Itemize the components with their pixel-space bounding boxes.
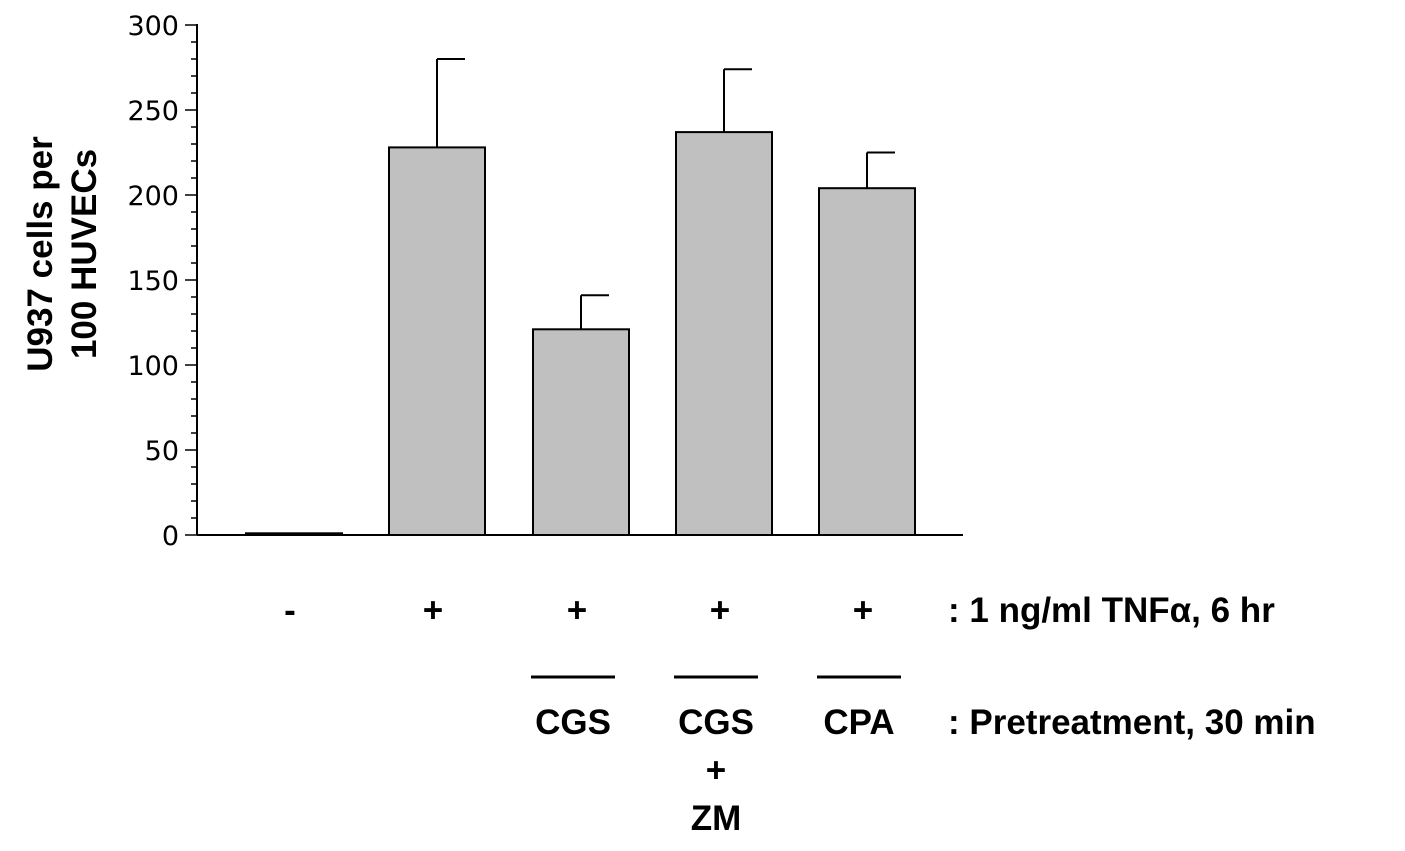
bar bbox=[532, 328, 630, 536]
y-tick-label: 150 bbox=[127, 266, 179, 297]
condition-table: - + + + + : 1 ng/ml TNFα, 6 hr CGS CGS + ZM CPA : P… bbox=[284, 591, 1315, 838]
pretreatment-agent: CPA bbox=[823, 703, 894, 742]
tnf-row-label: : 1 ng/ml TNFα, 6 hr bbox=[948, 591, 1275, 630]
tnf-mark: + bbox=[567, 591, 587, 630]
pretreatment-row-label: : Pretreatment, 30 min bbox=[948, 703, 1316, 742]
y-axis-title-line-1: U937 cells per bbox=[21, 136, 60, 372]
bar bbox=[245, 532, 343, 536]
y-axis-title: U937 cells per 100 HUVECs bbox=[21, 136, 104, 372]
y-tick-label: 0 bbox=[162, 521, 179, 552]
pretreatment-agent-extra: ZM bbox=[691, 799, 742, 838]
bar bbox=[675, 131, 773, 536]
pretreatment-agent: CGS bbox=[678, 703, 754, 742]
y-tick-label: 100 bbox=[127, 351, 179, 382]
y-axis-title-line-2: 100 HUVECs bbox=[65, 149, 104, 359]
y-ticks: 0 50 100 150 200 250 300 bbox=[127, 11, 197, 552]
pretreatment-agent-extra: + bbox=[706, 751, 726, 790]
y-tick-label: 250 bbox=[127, 96, 179, 127]
pretreatment-agent: CGS bbox=[535, 703, 611, 742]
tnf-mark: - bbox=[284, 591, 296, 630]
tnf-mark: + bbox=[423, 591, 443, 630]
bar bbox=[388, 146, 486, 536]
bar bbox=[818, 187, 916, 536]
y-tick-label: 50 bbox=[145, 436, 179, 467]
bars bbox=[245, 131, 916, 536]
y-tick-label: 200 bbox=[127, 181, 179, 212]
error-bars bbox=[436, 58, 895, 330]
tnf-mark: + bbox=[710, 591, 730, 630]
tnf-mark: + bbox=[853, 591, 873, 630]
y-tick-label: 300 bbox=[127, 11, 179, 42]
